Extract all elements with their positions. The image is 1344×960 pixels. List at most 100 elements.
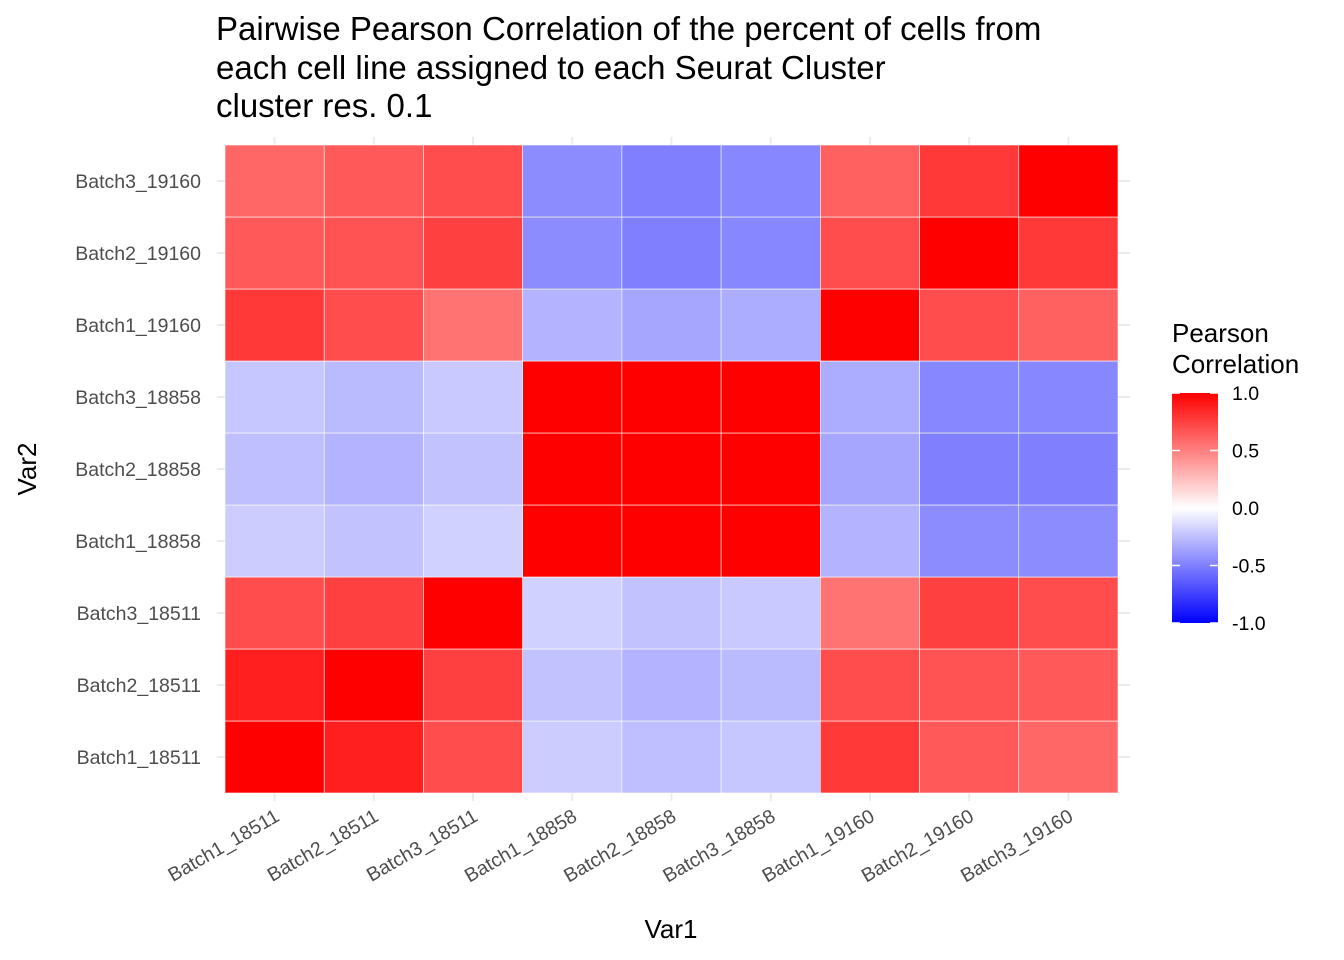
heatmap-cell: [423, 720, 523, 794]
heatmap-cell: [323, 216, 424, 290]
legend-tick-label: 0.5: [1232, 441, 1259, 463]
heatmap-cell: [423, 216, 523, 290]
x-tick-label: Batch2_18511: [264, 805, 383, 886]
x-tick-label: Batch1_18858: [461, 805, 581, 887]
heatmap-cell: [621, 720, 722, 794]
heatmap-cell: [224, 576, 325, 650]
heatmap-cell: [423, 144, 523, 218]
y-tick-label: Batch1_19160: [75, 315, 201, 337]
heatmap-cell: [621, 360, 722, 434]
y-tick-label: Batch3_18511: [77, 603, 201, 625]
heatmap-cell: [423, 504, 523, 578]
heatmap-cell: [323, 432, 424, 506]
heatmap-cell: [820, 360, 920, 434]
x-tick-label: Batch2_18858: [560, 805, 680, 887]
heatmap-cell: [224, 720, 325, 794]
heatmap-cell: [621, 216, 722, 290]
heatmap-cell: [820, 216, 920, 290]
heatmap-cell: [919, 288, 1020, 362]
heatmap-cell: [820, 504, 920, 578]
heatmap-cell: [820, 576, 920, 650]
heatmap-cell: [423, 576, 523, 650]
heatmap-cell: [1018, 144, 1119, 218]
legend-title-line-2: Correlation: [1172, 349, 1299, 379]
legend-tick-label: 1.0: [1232, 383, 1259, 405]
heatmap-cell: [224, 360, 325, 434]
legend-ticks: 1.0 0.5 0.0 -0.5 -1.0: [1172, 383, 1266, 635]
heatmap-cell: [423, 360, 523, 434]
heatmap-cell: [323, 720, 424, 794]
heatmap-cell: [423, 288, 523, 362]
y-axis-tick-labels: Batch1_18511 Batch2_18511 Batch3_18511 Batc…: [75, 171, 201, 769]
legend-tick-label: -1.0: [1232, 613, 1266, 635]
y-tick-label: Batch2_18858: [75, 459, 201, 481]
heatmap-cell: [720, 720, 821, 794]
heatmap-cell: [522, 576, 623, 650]
heatmap-cell: [919, 504, 1020, 578]
heatmap-cell: [1018, 216, 1119, 290]
heatmap-cell: [522, 360, 623, 434]
heatmap-cell: [522, 216, 623, 290]
chart-title-line-2: each cell line assigned to each Seurat C…: [216, 49, 886, 86]
legend-tick-label: 0.0: [1232, 498, 1259, 520]
heatmap-cell: [919, 432, 1020, 506]
heatmap-cell: [919, 360, 1020, 434]
heatmap-cell: [621, 504, 722, 578]
heatmap-cell: [1018, 576, 1119, 650]
heatmap-cell: [820, 648, 920, 722]
heatmap-cell: [224, 216, 325, 290]
x-axis-tick-labels: Batch1_18511Batch2_18511Batch3_18511Batc…: [164, 805, 1077, 887]
legend-title-line-1: Pearson: [1172, 318, 1269, 348]
heatmap-cell: [621, 144, 722, 218]
chart-title: Pairwise Pearson Correlation of the perc…: [216, 10, 1041, 124]
heatmap-cell: [720, 288, 821, 362]
heatmap-cell: [621, 576, 722, 650]
heatmap-cell: [224, 288, 325, 362]
heatmap-cell: [820, 288, 920, 362]
heatmap-cell: [1018, 720, 1119, 794]
heatmap-cell: [323, 288, 424, 362]
heatmap-cell: [423, 648, 523, 722]
heatmap-cell: [820, 720, 920, 794]
x-tick-label: Batch1_18511: [164, 805, 283, 886]
heatmap-cell: [224, 432, 325, 506]
heatmap-cell: [522, 144, 623, 218]
heatmap-cell: [1018, 288, 1119, 362]
heatmap-cell: [919, 576, 1020, 650]
heatmap-cell: [720, 432, 821, 506]
heatmap-cell: [522, 720, 623, 794]
heatmap-cell: [224, 648, 325, 722]
heatmap-cell: [224, 144, 325, 218]
heatmap-cell: [621, 432, 722, 506]
heatmap-cell: [522, 432, 623, 506]
y-tick-label: Batch2_19160: [75, 243, 201, 265]
legend-tick-label: -0.5: [1232, 556, 1266, 578]
heatmap-cell: [621, 648, 722, 722]
y-axis-title: Var2: [12, 443, 42, 496]
heatmap-cell: [423, 432, 523, 506]
heatmap-cell: [919, 216, 1020, 290]
y-tick-label: Batch1_18511: [77, 747, 201, 769]
heatmap-cell: [720, 216, 821, 290]
heatmap-cell: [820, 432, 920, 506]
heatmap-tiles: [224, 144, 1119, 794]
y-tick-label: Batch3_18858: [75, 387, 201, 409]
heatmap-cell: [919, 720, 1020, 794]
heatmap-cell: [522, 504, 623, 578]
heatmap-cell: [1018, 360, 1119, 434]
heatmap-cell: [919, 648, 1020, 722]
chart-title-line-3: cluster res. 0.1: [216, 87, 432, 124]
heatmap-cell: [323, 360, 424, 434]
heatmap-cell: [720, 648, 821, 722]
heatmap-cell: [919, 144, 1020, 218]
heatmap-cell: [720, 144, 821, 218]
heatmap-cell: [1018, 432, 1119, 506]
x-tick-label: Batch3_18858: [659, 805, 779, 887]
x-axis-title: Var1: [645, 914, 698, 944]
heatmap-cell: [820, 144, 920, 218]
heatmap-cell: [1018, 648, 1119, 722]
heatmap-cell: [323, 504, 424, 578]
heatmap-cell: [621, 288, 722, 362]
heatmap-cell: [720, 504, 821, 578]
